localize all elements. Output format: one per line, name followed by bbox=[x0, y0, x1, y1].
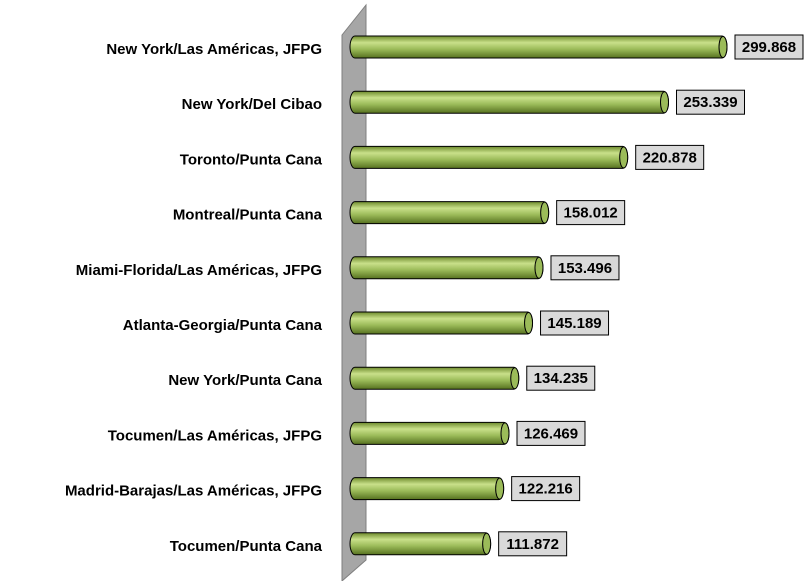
bar-cap bbox=[510, 367, 520, 390]
bar-cap bbox=[482, 532, 492, 555]
value-label-box bbox=[635, 144, 705, 170]
bar bbox=[349, 90, 670, 114]
bar bbox=[349, 311, 534, 335]
value-label: 145.189 bbox=[547, 315, 601, 332]
bar-cap bbox=[660, 91, 670, 114]
category-label: Tocumen/Punta Cana bbox=[170, 538, 323, 555]
bar bbox=[349, 421, 510, 445]
bar bbox=[349, 532, 492, 556]
value-label: 158.012 bbox=[564, 205, 618, 222]
bar-cap bbox=[540, 201, 550, 224]
value-label: 253.339 bbox=[683, 94, 737, 111]
value-label-box bbox=[550, 255, 620, 281]
category-label: Montreal/Punta Cana bbox=[173, 207, 323, 224]
bar bbox=[349, 201, 550, 225]
bar-cap bbox=[619, 146, 629, 169]
bar-cap bbox=[500, 422, 510, 445]
value-label-box bbox=[498, 531, 568, 557]
value-label: 111.872 bbox=[506, 536, 559, 553]
category-label: Atlanta-Georgia/Punta Cana bbox=[123, 317, 323, 334]
value-label-box bbox=[516, 420, 586, 446]
bar bbox=[349, 366, 520, 390]
bar-cap bbox=[534, 256, 544, 279]
bar bbox=[349, 477, 505, 501]
value-label-box bbox=[556, 200, 626, 226]
category-label: New York/Del Cibao bbox=[182, 96, 322, 113]
bar bbox=[349, 35, 728, 59]
value-label: 126.469 bbox=[524, 425, 578, 442]
category-label: Toronto/Punta Cana bbox=[180, 151, 323, 168]
value-label: 299.868 bbox=[742, 39, 796, 56]
value-label-box bbox=[540, 310, 610, 336]
category-label: Madrid-Barajas/Las Américas, JFPG bbox=[65, 483, 322, 500]
value-label: 153.496 bbox=[558, 260, 612, 277]
category-label: Tocumen/Las Américas, JFPG bbox=[108, 427, 322, 444]
value-label-box bbox=[734, 34, 804, 60]
bar-cap bbox=[524, 312, 534, 334]
value-label-box bbox=[511, 476, 581, 502]
bar bbox=[349, 256, 544, 280]
bar-cap bbox=[718, 36, 728, 58]
category-label: Miami-Florida/Las Américas, JFPG bbox=[76, 262, 322, 279]
category-label: New York/Punta Cana bbox=[168, 372, 322, 389]
bar bbox=[349, 145, 629, 169]
category-label: New York/Las Américas, JFPG bbox=[106, 41, 322, 58]
value-label: 134.235 bbox=[534, 370, 588, 387]
value-label-box bbox=[676, 89, 746, 115]
bar-cap bbox=[495, 477, 505, 500]
value-label: 122.216 bbox=[519, 481, 573, 498]
value-label-box bbox=[526, 365, 596, 391]
value-label: 220.878 bbox=[643, 149, 697, 166]
